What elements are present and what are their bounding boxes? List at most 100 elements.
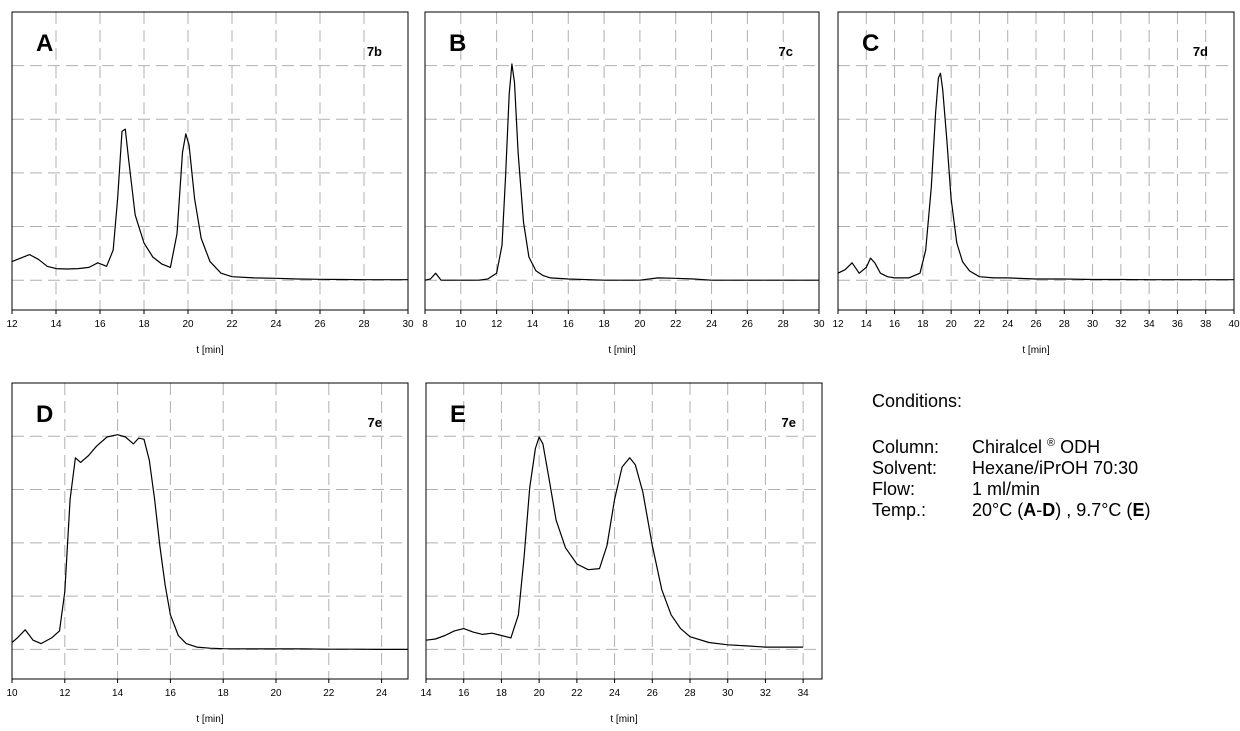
- x-tick-label: 32: [1115, 319, 1127, 330]
- temp-bold-d: D: [1042, 500, 1056, 520]
- compound-label-a: 7b: [367, 44, 382, 59]
- registered-mark: ®: [1047, 437, 1056, 449]
- x-tick-label: 12: [59, 688, 71, 699]
- x-tick-label: 34: [1144, 319, 1156, 330]
- plot-frame: [424, 11, 820, 311]
- chromatogram-trace: [425, 436, 804, 648]
- conditions-solvent-row: Solvent: Hexane/iPrOH 70:30: [872, 458, 1232, 479]
- x-tick-label: 10: [455, 319, 467, 330]
- x-tick-label: 34: [798, 688, 810, 699]
- x-tick-label: 16: [889, 319, 901, 330]
- column-key: Column:: [872, 437, 940, 457]
- x-tick-label: 28: [1059, 319, 1071, 330]
- compound-label-b: 7c: [779, 44, 793, 59]
- flow-key: Flow:: [872, 479, 916, 499]
- x-tick-label: 12: [832, 319, 844, 330]
- plot-frame: [11, 11, 409, 311]
- panel-a: 12 14 16 18 20 22 24 26 28 30 t [min] A 7b: [6, 11, 414, 356]
- panel-letter-c: C: [862, 30, 879, 57]
- x-tick-label: 14: [112, 688, 124, 699]
- chromatogram-trace: [11, 434, 408, 650]
- x-tick-label: 30: [1087, 319, 1099, 330]
- x-tick-label: 10: [6, 688, 18, 699]
- x-tick-label: 18: [917, 319, 929, 330]
- x-tick-label: 14: [50, 319, 62, 330]
- x-tick-label: 22: [571, 688, 583, 699]
- panel-letter-d: D: [36, 401, 53, 428]
- plot-frame: [425, 382, 823, 680]
- temp-bold-a: A: [1023, 500, 1037, 520]
- x-tick-label: 24: [376, 688, 388, 699]
- compound-label-e: 7e: [782, 415, 796, 430]
- panel-d: 10 12 14 16 18 20 22 24 t [min] D 7e: [6, 382, 409, 725]
- x-tick-label: 30: [722, 688, 734, 699]
- x-tick-label: 38: [1200, 319, 1212, 330]
- chromatogram-trace: [424, 63, 819, 281]
- x-tick-label: 24: [270, 319, 282, 330]
- x-tick-label: 16: [563, 319, 575, 330]
- panel-letter-e: E: [450, 401, 466, 428]
- panel-letter-a: A: [36, 30, 53, 57]
- temp-text-3: ): [1144, 500, 1151, 520]
- x-tick-label: 26: [647, 688, 659, 699]
- x-tick-label: 18: [599, 319, 611, 330]
- x-tick-label: 20: [270, 688, 282, 699]
- x-tick-label: 20: [534, 688, 546, 699]
- x-tick-label: 14: [420, 688, 432, 699]
- compound-label-d: 7e: [368, 415, 382, 430]
- temp-dash: -: [1036, 500, 1043, 520]
- x-tick-label: 28: [358, 319, 370, 330]
- x-tick-label: 26: [742, 319, 754, 330]
- x-tick-label: 30: [402, 319, 414, 330]
- x-tick-label: 16: [458, 688, 470, 699]
- x-tick-label: 12: [491, 319, 503, 330]
- x-tick-label: 20: [182, 319, 194, 330]
- x-tick-label: 14: [861, 319, 873, 330]
- conditions-flow-row: Flow: 1 ml/min: [872, 479, 1232, 500]
- chromatogram-trace: [837, 72, 1234, 281]
- x-tick-label: 18: [496, 688, 508, 699]
- x-tick-label: 18: [218, 688, 230, 699]
- x-tick-label: 28: [684, 688, 696, 699]
- x-tick-label: 8: [422, 319, 428, 330]
- x-tick-label: 20: [946, 319, 958, 330]
- x-tick-label: 22: [670, 319, 682, 330]
- x-axis-label: t [min]: [608, 345, 635, 356]
- x-tick-label: 30: [813, 319, 825, 330]
- x-tick-label: 22: [323, 688, 335, 699]
- x-tick-label: 36: [1172, 319, 1184, 330]
- x-tick-label: 22: [974, 319, 986, 330]
- conditions-column-row: Column: Chiralcel ® ODH: [872, 433, 1232, 458]
- conditions-box: Conditions: Column: Chiralcel ® ODH Solve…: [872, 391, 1232, 521]
- x-tick-label: 22: [226, 319, 238, 330]
- temp-bold-e: E: [1132, 500, 1145, 520]
- x-tick-label: 18: [138, 319, 150, 330]
- x-axis-label: t [min]: [196, 714, 223, 725]
- plot-frame: [11, 382, 409, 680]
- panel-letter-b: B: [449, 30, 466, 57]
- x-tick-label: 14: [527, 319, 539, 330]
- x-axis-label: t [min]: [1022, 345, 1049, 356]
- panel-b: 8 10 12 14 16 18 20 22 24 26 28 30 t [min] B 7c: [422, 11, 825, 356]
- panel-c: 12 14 16 18 20 22 24 26 28 30 32 34 36 38 40 t [min] C 7d: [832, 11, 1240, 356]
- x-tick-label: 40: [1228, 319, 1240, 330]
- x-tick-label: 12: [6, 319, 18, 330]
- x-tick-label: 16: [165, 688, 177, 699]
- temp-text-2: ) , 9.7°C (: [1055, 500, 1133, 520]
- temp-text-1: 20°C (: [972, 500, 1024, 520]
- conditions-temp-row: Temp.: 20°C (A-D) , 9.7°C (E): [872, 500, 1232, 521]
- conditions-title: Conditions:: [872, 391, 963, 411]
- x-tick-label: 32: [760, 688, 772, 699]
- solvent-key: Solvent:: [872, 458, 938, 478]
- column-value-before: Chiralcel: [972, 437, 1043, 457]
- column-value-after: ODH: [1060, 437, 1101, 457]
- x-tick-label: 28: [778, 319, 790, 330]
- flow-value: 1 ml/min: [972, 479, 1041, 499]
- x-tick-label: 16: [94, 319, 106, 330]
- x-tick-label: 24: [1002, 319, 1014, 330]
- x-tick-label: 20: [634, 319, 646, 330]
- compound-label-c: 7d: [1193, 44, 1208, 59]
- x-tick-label: 26: [1030, 319, 1042, 330]
- x-tick-label: 26: [314, 319, 326, 330]
